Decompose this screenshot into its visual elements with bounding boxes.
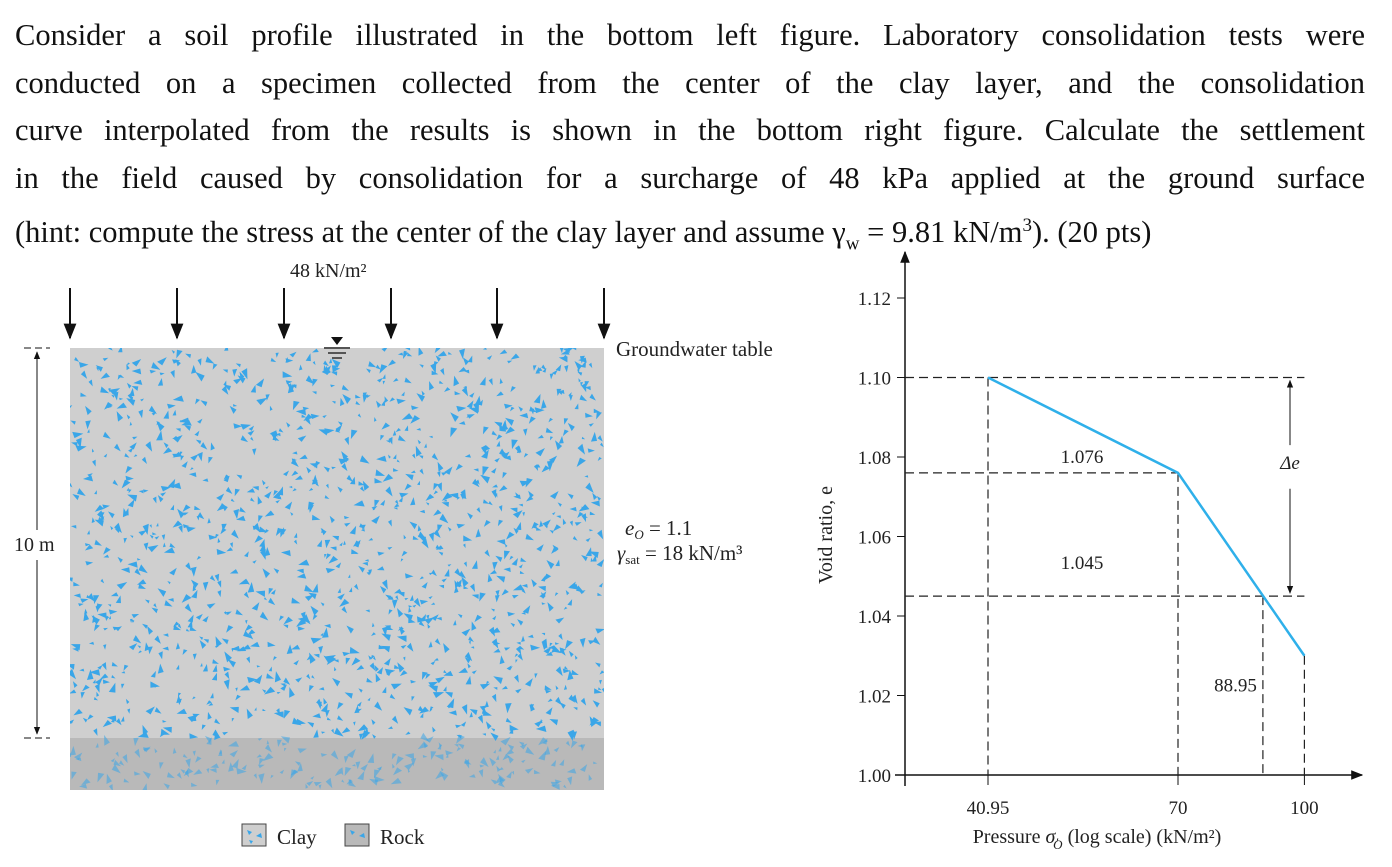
problem-line: Consider a soil profile illustrated in t…: [15, 18, 1365, 52]
legend-label-clay: Clay: [277, 825, 317, 849]
x-tick-label: 100: [1290, 798, 1319, 819]
clay-layer: [70, 348, 604, 738]
hint-text: (hint: compute the stress at the center …: [15, 215, 833, 250]
hint-text: ). (20 pts): [1031, 215, 1152, 250]
y-tick-label: 1.10: [858, 369, 891, 390]
x-tick-label: 70: [1169, 798, 1188, 819]
y-tick-label: 1.12: [858, 289, 891, 310]
x-tick-label: 40.95: [967, 798, 1010, 819]
delta-e-label: Δe: [1279, 453, 1300, 474]
thickness-dimension: [24, 347, 50, 739]
soil-profile: 48 kN/m² Groundwater table 10 m eO = 1.1…: [14, 260, 773, 849]
problem-statement: Consider a soil profile illustrated in t…: [15, 12, 1365, 268]
groundwater-label: Groundwater table: [616, 337, 773, 361]
annotation-e2: 1.045: [1061, 553, 1104, 574]
legend-swatch-clay: [241, 823, 267, 847]
water-table-icon: [324, 337, 350, 359]
rock-layer: [70, 738, 604, 790]
clay-texture: [70, 348, 604, 790]
problem-line: in the field caused by consolidation for…: [15, 160, 1365, 195]
annotation-final-pressure: 88.95: [1214, 676, 1257, 697]
y-tick-label: 1.00: [858, 766, 891, 787]
load-arrows: [63, 288, 611, 340]
problem-line: curve interpolated from the results is s…: [15, 113, 1365, 147]
gamma-symbol: γ: [832, 215, 846, 250]
y-tick-label: 1.02: [858, 687, 891, 708]
y-tick-label: 1.04: [858, 607, 892, 628]
y-tick-label: 1.08: [858, 448, 891, 469]
gamma-subscript: w: [845, 233, 860, 255]
hint-text: = 9.81 kN/m: [859, 215, 1023, 250]
y-tick-label: 1.06: [858, 528, 891, 549]
void-ratio-label: eO = 1.1: [625, 516, 692, 542]
problem-line: conducted on a specimen collected from t…: [15, 65, 1365, 100]
legend-swatch-rock: [344, 823, 370, 847]
y-axis-label: Void ratio, e: [815, 486, 837, 584]
x-axis-label: Pressure σ′O (log scale) (kN/m²): [973, 826, 1222, 852]
problem-line: (hint: compute the stress at the center …: [15, 202, 1365, 268]
load-label: 48 kN/m²: [290, 260, 367, 282]
unit-weight-label: γsat = 18 kN/m³: [617, 541, 742, 567]
superscript: 3: [1022, 215, 1032, 236]
legend-label-rock: Rock: [380, 825, 425, 849]
consolidation-curve: [987, 376, 1306, 657]
thickness-label: 10 m: [14, 534, 55, 556]
legend: Clay Rock: [241, 823, 425, 849]
consolidation-chart: 1.00 1.02 1.04 1.06 1.08 1.10 1.12 40.95 70 100 1…: [815, 250, 1364, 852]
annotation-e1: 1.076: [1061, 447, 1104, 468]
